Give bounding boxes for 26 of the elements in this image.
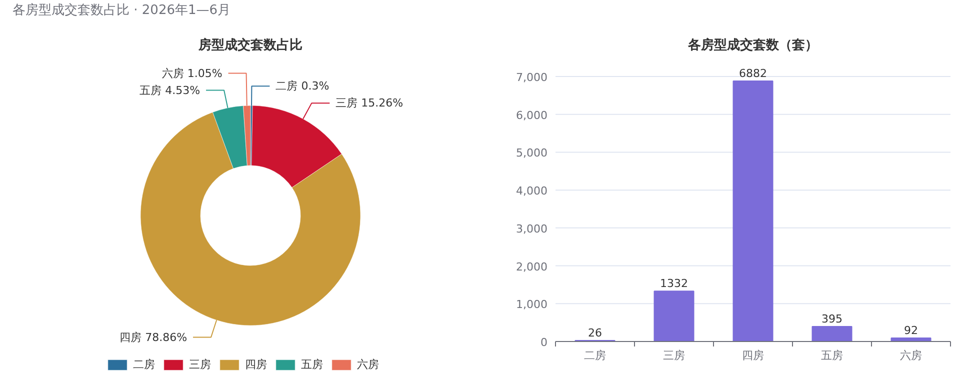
chart-title: 房型成交套数占比: [198, 37, 302, 53]
x-tick-label: 三房: [663, 349, 685, 362]
y-tick-label: 3,000: [516, 222, 548, 236]
y-tick-label: 2,000: [516, 260, 548, 274]
category-label: 三房 15.26%: [336, 96, 404, 110]
data-label: 1332: [660, 277, 688, 290]
data-label: 92: [904, 324, 918, 338]
data-label: 26: [588, 326, 602, 340]
x-tick-label: 五房: [821, 349, 843, 362]
data-label: 6882: [739, 66, 768, 80]
category-label: 四房 78.86%: [120, 330, 188, 344]
x-tick-label: 二房: [584, 349, 606, 362]
y-tick-label: 0: [540, 336, 548, 349]
chart-title: 各房型成交套数（套）: [687, 37, 818, 53]
x-tick-label: 六房: [900, 349, 922, 362]
y-tick-label: 1,000: [516, 298, 548, 312]
text: 各房型成交套数占比 · 2026年1—6月: [12, 2, 231, 18]
category-label: 二房 0.3%: [276, 80, 330, 93]
y-tick-label: 5,000: [516, 146, 548, 160]
x-tick-label: 四房: [742, 349, 764, 362]
y-tick-label: 4,000: [516, 184, 548, 198]
category-label: 五房 4.53%: [140, 84, 200, 97]
data-label: 395: [822, 312, 842, 326]
y-tick-label: 6,000: [516, 108, 548, 122]
category-label: 六房 1.05%: [162, 66, 222, 80]
y-tick-label: 7,000: [516, 71, 548, 84]
